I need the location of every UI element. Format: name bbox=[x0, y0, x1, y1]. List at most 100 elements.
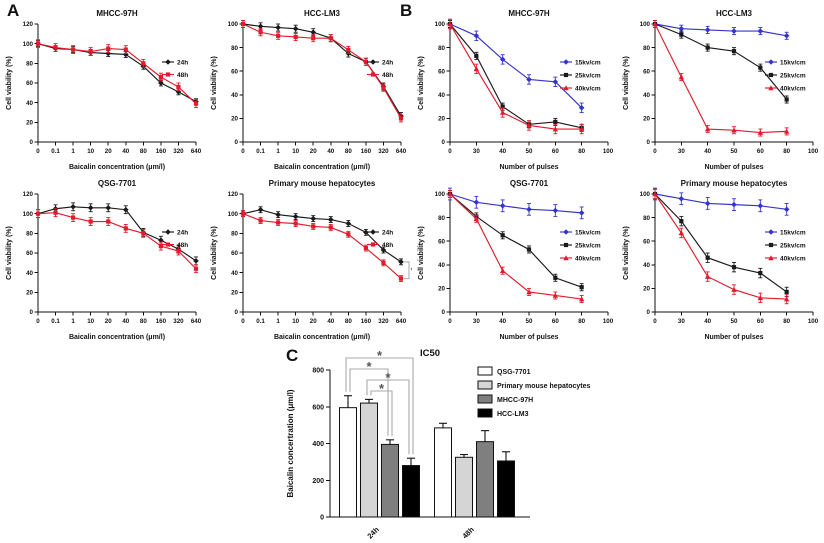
chart-title: MHCC-97H bbox=[96, 9, 138, 18]
data-point-marker bbox=[363, 245, 368, 251]
data-point-marker bbox=[652, 21, 658, 27]
y-tick-label: 0 bbox=[30, 139, 34, 146]
data-point-marker bbox=[71, 215, 76, 220]
chart-a3-qsg-7701: QSG-7701 Cell viability (%) Baicalin conce… bbox=[2, 174, 207, 344]
x-axis-label: Baicalin concentration (μm/l) bbox=[274, 164, 370, 171]
data-point-marker bbox=[158, 237, 164, 244]
data-point-marker bbox=[240, 21, 246, 27]
data-point-marker bbox=[783, 206, 790, 213]
data-point-marker bbox=[578, 296, 585, 302]
y-tick-label: 100 bbox=[23, 41, 34, 48]
y-axis-label: Cell viability (%) bbox=[418, 56, 425, 110]
x-tick-label: 320 bbox=[378, 148, 389, 155]
data-point-marker bbox=[678, 74, 685, 80]
significance-bracket bbox=[404, 261, 410, 280]
x-tick-label: 0 bbox=[241, 318, 245, 325]
data-point-marker bbox=[193, 258, 199, 264]
data-point-marker bbox=[563, 242, 569, 248]
x-tick-label: 640 bbox=[396, 148, 407, 155]
x-tick-label: 20 bbox=[310, 318, 317, 325]
data-point-marker bbox=[447, 191, 453, 197]
data-point-marker bbox=[292, 213, 299, 220]
chart-svg-a2-hcc-lm3: HCC-LM3 Cell viability (%) Baicalin concen… bbox=[211, 9, 407, 171]
legend-label: 24h bbox=[382, 229, 393, 236]
data-point-marker bbox=[679, 219, 684, 224]
x-axis-label: Number of pulses bbox=[704, 164, 763, 171]
data-point-marker bbox=[678, 195, 685, 202]
data-point-marker bbox=[526, 247, 532, 252]
bar-HCC-LM3 bbox=[497, 460, 515, 518]
data-point-marker bbox=[563, 229, 569, 235]
legend-label: 15kv/cm bbox=[575, 229, 601, 236]
y-tick-label: 0 bbox=[30, 309, 34, 316]
data-point-marker bbox=[704, 200, 711, 207]
data-point-marker bbox=[158, 80, 164, 86]
significance-asterisk: * bbox=[385, 370, 391, 385]
x-tick-label: 1 bbox=[71, 148, 75, 155]
y-tick-label: 0 bbox=[235, 309, 239, 316]
data-point-marker bbox=[499, 203, 506, 209]
chart-svg-b3-qsg-7701: QSG-7701 Cell viability (%) Number of puls… bbox=[418, 179, 614, 341]
x-tick-label: 80 bbox=[783, 318, 790, 325]
series-line-25kv/cm bbox=[654, 193, 788, 293]
data-point-marker bbox=[731, 265, 737, 270]
x-tick-label: 40 bbox=[704, 148, 711, 155]
y-tick-label: 40 bbox=[26, 100, 33, 107]
legend-label: 40kv/cm bbox=[780, 85, 806, 92]
data-point-marker bbox=[328, 36, 333, 41]
x-tick-label: 50 bbox=[526, 318, 533, 325]
chart-title: Primary mouse hepatocytes bbox=[681, 179, 788, 188]
data-point-marker bbox=[526, 122, 532, 128]
y-tick-label: 40 bbox=[231, 92, 238, 99]
x-tick-label: 80 bbox=[345, 318, 352, 325]
chart-title: QSG-7701 bbox=[510, 179, 549, 188]
significance-bracket bbox=[349, 368, 389, 436]
data-point-marker bbox=[768, 229, 774, 235]
x-tick-label: 0 bbox=[448, 318, 452, 325]
y-axis-label: Cell viability (%) bbox=[6, 56, 13, 110]
x-tick-label: 0.1 bbox=[51, 148, 60, 155]
x-axis-label: Number of pulses bbox=[704, 334, 763, 341]
data-point-marker bbox=[35, 41, 41, 46]
data-point-marker bbox=[310, 215, 317, 222]
chart-svg-a4-primary-mouse-hepatocytes: Primary mouse hepatocytes Cell viability … bbox=[211, 179, 415, 341]
x-tick-label: 1 bbox=[276, 318, 280, 325]
legend-label: 40kv/cm bbox=[575, 85, 601, 92]
x-tick-label: 50 bbox=[526, 148, 533, 155]
x-tick-label: 10 bbox=[292, 148, 299, 155]
y-tick-label: 0 bbox=[320, 515, 324, 522]
x-axis-label: Baicalin concentration (μm/l) bbox=[69, 334, 165, 341]
data-point-marker bbox=[731, 286, 737, 292]
y-tick-label: 20 bbox=[231, 290, 238, 297]
y-tick-label: 80 bbox=[643, 215, 650, 222]
data-point-marker bbox=[552, 126, 559, 132]
data-point-marker bbox=[563, 255, 569, 261]
legend-label: QSG-7701 bbox=[497, 369, 531, 376]
chart-svg-a3-qsg-7701: QSG-7701 Cell viability (%) Baicalin conce… bbox=[6, 179, 202, 341]
data-point-marker bbox=[141, 61, 146, 66]
y-tick-label: 40 bbox=[643, 262, 650, 269]
legend-swatch bbox=[477, 380, 493, 390]
chart-svg-b4-primary-mouse-hepatocytes: Primary mouse hepatocytes Cell viability … bbox=[623, 179, 819, 341]
legend-label: 15kv/cm bbox=[780, 229, 806, 236]
data-point-marker bbox=[704, 27, 711, 33]
data-point-marker bbox=[563, 85, 569, 91]
data-point-marker bbox=[328, 225, 333, 230]
legend-swatch bbox=[477, 408, 493, 418]
x-axis-label: Baicalin concentration (μm/l) bbox=[69, 164, 165, 171]
data-point-marker bbox=[293, 221, 298, 226]
data-point-marker bbox=[158, 75, 163, 80]
data-point-marker bbox=[578, 210, 585, 216]
y-tick-label: 0 bbox=[235, 139, 239, 146]
bar-Primary mouse hepatocytes bbox=[455, 456, 473, 518]
series-line-15kv/cm bbox=[654, 193, 787, 210]
y-tick-label: 80 bbox=[231, 231, 238, 238]
x-tick-label: 1 bbox=[71, 318, 75, 325]
data-point-marker bbox=[106, 219, 111, 224]
legend-label: HCC-LM3 bbox=[497, 411, 529, 418]
data-point-marker bbox=[398, 259, 404, 265]
legend-label: 48h bbox=[177, 72, 188, 79]
data-point-marker bbox=[473, 215, 480, 222]
y-tick-label: 40 bbox=[231, 270, 238, 277]
series-line-24h bbox=[242, 209, 402, 263]
